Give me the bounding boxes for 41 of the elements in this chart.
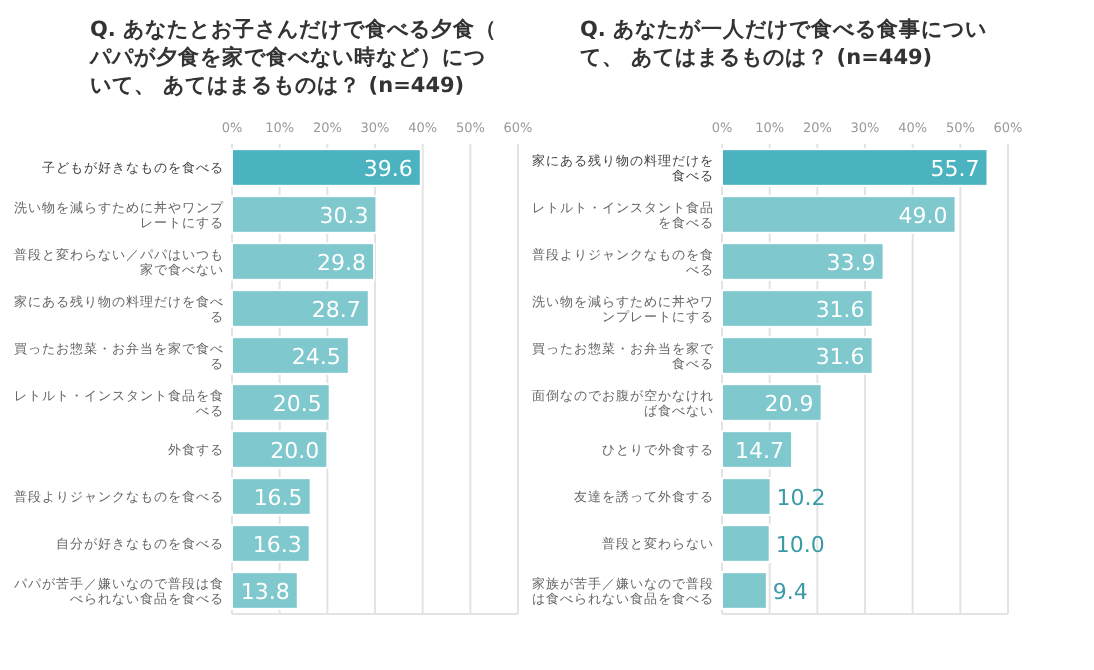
chart-title: Q. あなたが一人だけで食べる食事について、 あてはまるものは？ (n=449)	[580, 16, 988, 70]
data-label: 49.0	[898, 202, 948, 229]
data-label: 31.6	[815, 296, 865, 323]
data-label: 20.0	[270, 437, 320, 464]
data-label: 28.7	[311, 296, 361, 323]
data-label: 20.5	[272, 390, 322, 417]
data-label: 13.8	[240, 578, 290, 605]
data-label: 14.7	[735, 437, 785, 464]
bar	[721, 571, 768, 610]
bar	[231, 289, 370, 328]
bar	[231, 148, 422, 187]
bar	[721, 336, 874, 375]
data-label: 39.6	[363, 155, 413, 182]
bar	[721, 195, 957, 234]
data-label: 10.2	[776, 484, 826, 511]
bar	[721, 477, 772, 516]
bar	[721, 383, 823, 422]
bar	[231, 383, 331, 422]
bar	[721, 524, 771, 563]
data-label: 29.8	[317, 249, 367, 276]
bar	[231, 524, 311, 563]
data-label: 24.5	[291, 343, 341, 370]
bar	[231, 242, 376, 281]
data-label: 20.9	[764, 390, 814, 417]
data-label: 9.4	[772, 578, 808, 605]
data-label: 55.7	[930, 155, 980, 182]
data-label: 16.3	[252, 531, 302, 558]
data-label: 10.0	[775, 531, 825, 558]
chart-title: Q. あなたとお子さんだけで食べる夕食（パパが夕食を家で食べない時など）について、 あてはまるものは？ (n=449)	[88, 16, 498, 98]
bar	[721, 289, 874, 328]
bar	[231, 195, 378, 234]
data-label: 16.5	[253, 484, 303, 511]
data-label: 33.9	[826, 249, 876, 276]
bar	[231, 336, 350, 375]
bar	[721, 242, 885, 281]
data-label: 30.3	[319, 202, 369, 229]
bar	[721, 148, 989, 187]
data-label: 31.6	[815, 343, 865, 370]
bar	[231, 430, 329, 469]
bar	[721, 430, 794, 469]
bar	[231, 477, 312, 516]
